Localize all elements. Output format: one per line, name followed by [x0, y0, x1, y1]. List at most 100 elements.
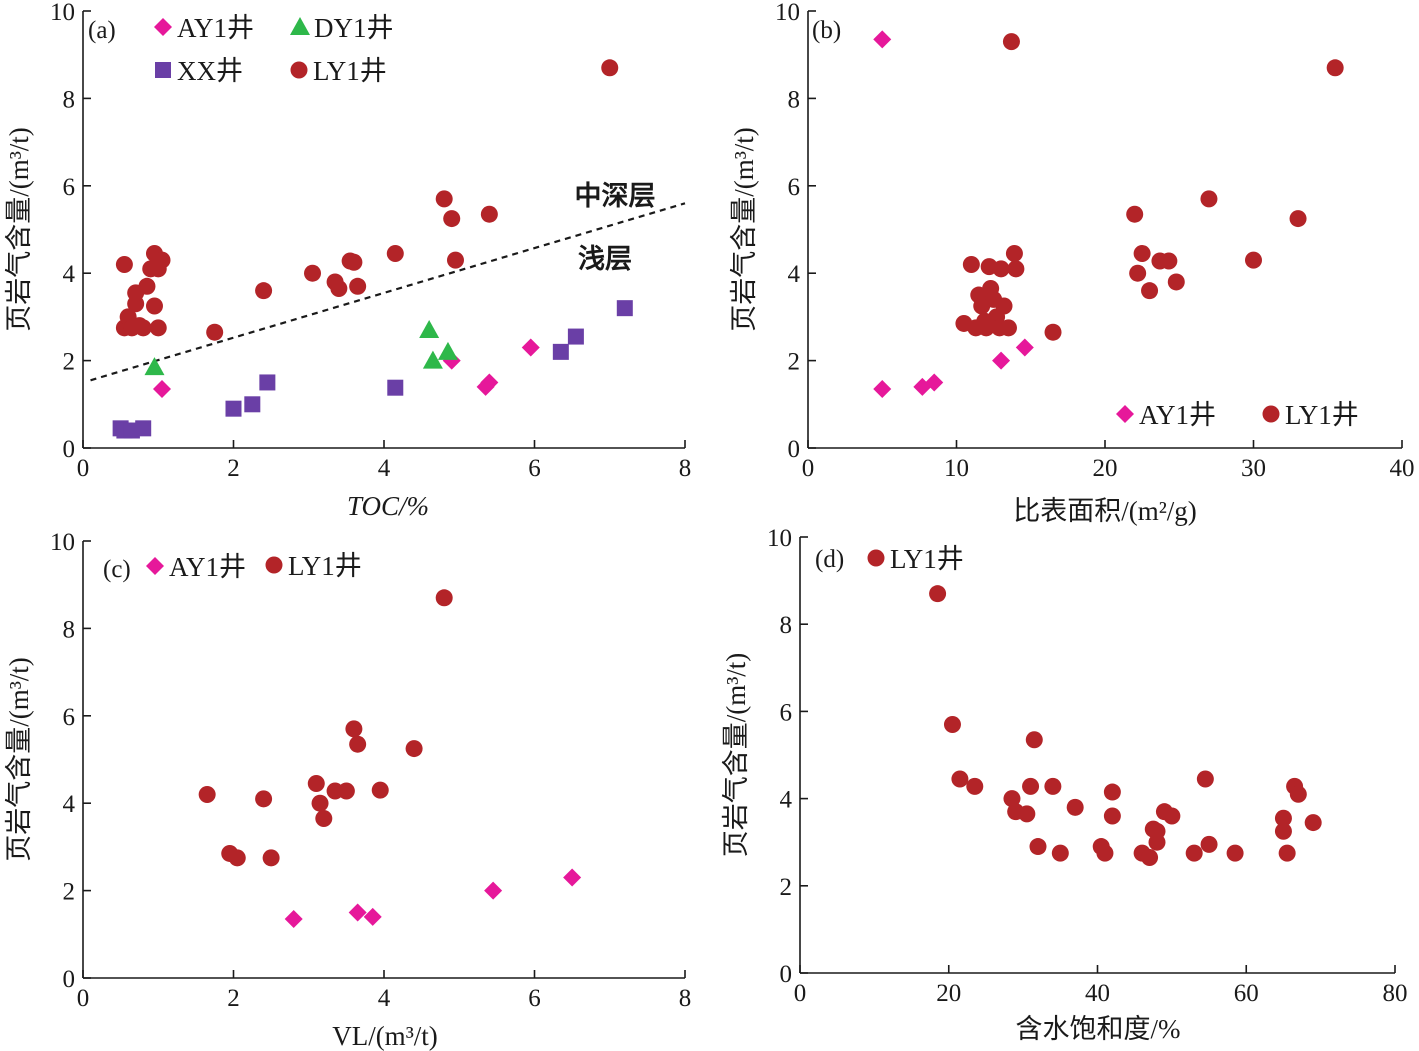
data-point-DY1 — [144, 357, 165, 376]
series-DY1 — [144, 320, 458, 376]
legend: AY1井 DY1井 XX井 LY1井 — [154, 13, 394, 86]
data-point-XX — [616, 300, 633, 317]
data-point-LY1 — [1066, 798, 1084, 816]
data-point-LY1 — [995, 297, 1013, 315]
data-point-XX — [259, 374, 276, 391]
data-point-LY1 — [966, 777, 984, 795]
y-axis-title: 页岩气含量/(m³/t) — [4, 657, 34, 862]
data-point-LY1 — [149, 319, 167, 337]
y-tick-label: 2 — [780, 874, 793, 901]
data-point-LY1 — [1289, 210, 1307, 228]
y-tick-label: 0 — [788, 436, 801, 463]
data-point-LY1 — [1304, 814, 1322, 832]
data-point-LY1 — [1163, 807, 1181, 825]
series-LY1 — [115, 59, 619, 341]
data-point-LY1 — [1044, 323, 1062, 341]
chart-panel-d: 0 20 40 60 80 0 2 4 6 8 10 页岩气含量/(m³/t) (d) LY1井 — [721, 525, 1408, 1007]
data-point-LY1 — [1025, 731, 1043, 749]
legend: LY1井 — [867, 544, 964, 574]
data-point-LY1 — [1022, 777, 1040, 795]
y-tick-label: 10 — [767, 525, 792, 552]
x-tick-label: 20 — [1093, 455, 1118, 482]
data-point-DY1 — [419, 320, 440, 339]
data-point-XX — [135, 420, 152, 437]
data-point-LY1 — [337, 782, 355, 800]
data-point-AY1 — [484, 881, 503, 900]
data-point-LY1 — [1185, 844, 1203, 862]
data-point-LY1 — [304, 264, 322, 282]
data-point-DY1 — [422, 350, 443, 369]
data-point-LY1 — [307, 775, 325, 793]
x-tick-label: 0 — [802, 455, 815, 482]
legend-marker-XX — [155, 62, 171, 78]
data-point-LY1 — [138, 277, 156, 295]
data-point-LY1 — [134, 319, 152, 337]
data-point-LY1 — [992, 260, 1010, 278]
data-point-LY1 — [1002, 33, 1020, 51]
legend-marker-DY1 — [290, 17, 310, 35]
legend-marker-LY1 — [290, 61, 308, 79]
data-point-LY1 — [1018, 805, 1036, 823]
x-tick-label: 60 — [1234, 980, 1259, 1007]
y-tick-label: 10 — [50, 0, 75, 26]
y-axis-title: 页岩气含量/(m³/t) — [4, 127, 34, 332]
x-tick-label: 30 — [1241, 455, 1266, 482]
y-axis-title: 页岩气含量/(m³/t) — [721, 653, 751, 858]
data-point-XX — [567, 328, 584, 345]
legend-label-AY1: AY1井 — [1139, 400, 1216, 430]
data-point-AY1 — [284, 910, 303, 929]
data-point-LY1 — [145, 297, 163, 315]
y-tick-label: 8 — [788, 86, 801, 113]
legend-marker-LY1 — [1262, 405, 1280, 423]
x-axis-title-c: VL/(m³/t) — [332, 1021, 438, 1051]
y-tick-label: 2 — [788, 349, 801, 376]
x-tick-label: 4 — [378, 985, 391, 1012]
data-point-LY1 — [1141, 848, 1159, 866]
series-AY1 — [284, 868, 582, 929]
data-point-LY1 — [315, 809, 333, 827]
x-tick-label: 8 — [679, 455, 692, 482]
data-point-LY1 — [255, 282, 273, 300]
legend: AY1井 LY1井 — [146, 551, 362, 582]
data-point-LY1 — [115, 255, 133, 273]
data-point-DY1 — [437, 341, 458, 360]
x-tick-label: 40 — [1085, 980, 1110, 1007]
data-point-LY1 — [443, 210, 461, 228]
y-tick-label: 8 — [63, 86, 76, 113]
data-point-LY1 — [1167, 273, 1185, 291]
data-point-LY1 — [206, 323, 224, 341]
data-point-LY1 — [349, 735, 367, 753]
data-point-LY1 — [1160, 252, 1178, 270]
data-point-LY1 — [1148, 822, 1166, 840]
chart-panel-b: 0 10 20 30 40 0 2 4 6 8 10 页岩气含量/(m³/t) (b) AY1井 LY1井 — [729, 0, 1415, 482]
x-axis-title-d: 含水饱和度/% — [1016, 1014, 1181, 1044]
data-point-LY1 — [345, 720, 363, 738]
x-axis-title-a: TOC/% — [347, 491, 429, 521]
data-point-AY1 — [1015, 338, 1034, 357]
data-point-LY1 — [371, 781, 389, 799]
data-point-LY1 — [601, 59, 619, 77]
y-tick-label: 10 — [775, 0, 800, 26]
data-point-AY1 — [873, 380, 892, 399]
annotation-upper: 中深层 — [575, 181, 656, 211]
data-point-LY1 — [1103, 807, 1121, 825]
y-tick-label: 6 — [63, 704, 76, 731]
data-point-LY1 — [1003, 790, 1021, 808]
x-tick-label: 10 — [944, 455, 969, 482]
data-point-LY1 — [1278, 844, 1296, 862]
x-tick-label: 4 — [378, 455, 391, 482]
data-point-LY1 — [198, 785, 216, 803]
series-LY1 — [929, 585, 1322, 866]
data-point-LY1 — [311, 794, 329, 812]
data-point-LY1 — [1129, 264, 1147, 282]
data-point-LY1 — [386, 245, 404, 263]
data-point-LY1 — [228, 849, 246, 867]
data-point-AY1 — [563, 868, 582, 887]
legend-label-AY1: AY1井 — [169, 552, 246, 582]
legend-label-LY1: LY1井 — [313, 56, 387, 86]
data-point-XX — [387, 379, 404, 396]
legend-marker-LY1 — [265, 556, 283, 574]
data-point-LY1 — [1044, 777, 1062, 795]
chart-panel-c: 0 2 4 6 8 0 2 4 6 8 10 页岩气含量/(m³/t) (c) AY1井 LY1井 — [4, 529, 691, 1012]
data-point-AY1 — [873, 30, 892, 49]
